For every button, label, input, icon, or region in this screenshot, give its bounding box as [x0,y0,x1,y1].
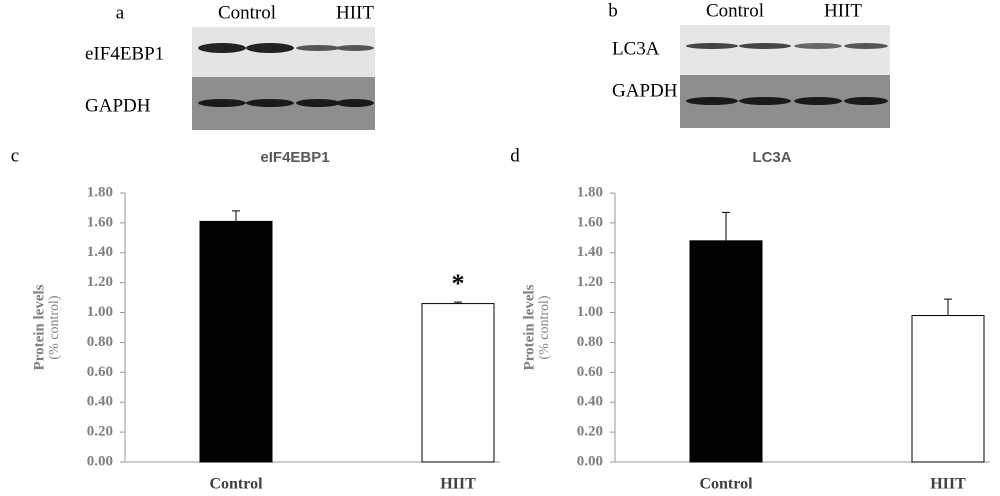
row-label: LC3A [612,38,660,59]
y-tick-label: 0.80 [577,334,603,350]
band [686,97,738,105]
group-label: HIIT [336,2,374,23]
y-axis-note: (% control) [47,295,62,359]
y-tick-label: 0.20 [577,424,603,440]
row-label: eIF4EBP1 [85,43,164,64]
chart-title: eIF4EBP1 [260,149,329,166]
y-tick-label: 1.60 [577,214,603,230]
y-tick-label: 1.60 [87,214,113,230]
y-axis-label: Protein levels [521,284,537,370]
y-tick-label: 0.40 [87,394,113,410]
error-bar [944,298,952,316]
y-tick-label: 0.60 [577,364,603,380]
error-bar [454,301,462,304]
chart-title: LC3A [752,149,791,166]
x-tick-label: HIIT [930,476,966,493]
y-tick-label: 1.00 [577,304,603,320]
band [686,43,738,49]
y-tick-label: 0.80 [87,334,113,350]
y-tick-label: 0.60 [87,364,113,380]
blot-a [192,27,375,130]
y-tick-label: 0.00 [577,453,603,469]
band [246,43,294,53]
bar [689,240,763,463]
error-bar [232,210,240,222]
band [198,43,246,53]
blot-b [680,25,890,128]
band [739,43,791,49]
band [336,45,374,51]
y-axis-note: (% control) [537,295,552,359]
error-bar [722,211,730,241]
band [336,99,374,107]
bar [911,315,985,463]
y-tick-label: 1.40 [87,244,113,260]
y-tick-label: 1.20 [577,274,603,290]
y-tick-label: 1.80 [87,184,113,200]
panel-label: a [116,2,125,23]
group-label: Control [706,0,764,21]
row-label: GAPDH [612,80,678,101]
band [739,97,791,105]
y-axis-label: Protein levels [31,284,47,370]
row-label: GAPDH [85,95,151,116]
panel-label: d [510,145,520,166]
band [296,45,340,51]
y-tick-label: 1.40 [577,244,603,260]
y-tick-label: 1.20 [87,274,113,290]
significance-marker: * [452,269,465,298]
y-tick-label: 0.00 [87,453,113,469]
panel-label: c [11,145,19,166]
band [794,43,842,49]
x-tick-label: Control [699,476,753,493]
y-tick-label: 1.00 [87,304,113,320]
bar [421,303,495,463]
group-label: Control [218,2,276,23]
x-tick-label: HIIT [440,476,476,493]
band [296,99,340,107]
band [844,97,888,105]
blot-strip [680,25,890,75]
panel-label: b [608,0,618,21]
y-tick-label: 1.80 [577,184,603,200]
band [198,99,246,107]
y-tick-label: 0.40 [577,394,603,410]
band [794,97,842,105]
band [844,43,888,49]
bar [199,220,273,463]
band [246,99,294,107]
y-tick-label: 0.20 [87,424,113,440]
x-tick-label: Control [209,476,263,493]
group-label: HIIT [824,0,862,21]
